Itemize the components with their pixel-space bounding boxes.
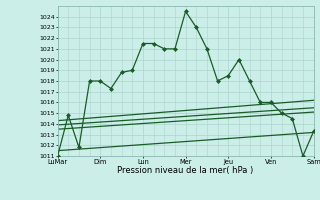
X-axis label: Pression niveau de la mer( hPa ): Pression niveau de la mer( hPa ) bbox=[117, 166, 254, 175]
